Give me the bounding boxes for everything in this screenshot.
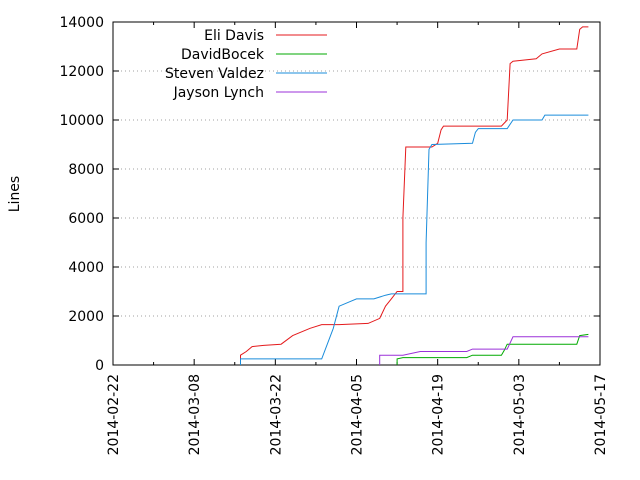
x-tick-label: 2014-03-22 — [268, 374, 284, 455]
series-line-3 — [379, 336, 589, 365]
grid-lines — [113, 70, 600, 317]
series-line-1 — [396, 333, 589, 365]
legend: Eli Davis DavidBocek Steven Valdez Jayson L… — [165, 28, 327, 101]
x-tick-label: 2014-05-17 — [593, 374, 609, 455]
legend-label: Jayson Lynch — [173, 85, 264, 101]
legend-label: Steven Valdez — [165, 66, 264, 82]
x-tick-label: 2014-04-19 — [431, 374, 447, 455]
legend-label: DavidBocek — [181, 47, 265, 63]
x-tick-label: 2014-02-22 — [106, 374, 122, 455]
y-tick-label: 6000 — [68, 211, 104, 227]
series-line-2 — [240, 114, 589, 365]
series-lines — [240, 26, 589, 365]
x-tick-label: 2014-04-05 — [350, 374, 366, 455]
y-tick-label: 14000 — [59, 15, 104, 31]
y-tick-label: 12000 — [59, 64, 104, 80]
y-tick-label: 8000 — [68, 162, 104, 178]
axis-ticks: 0 2000 4000 6000 8000 10000 12000 14000 2014-02-… — [59, 15, 609, 455]
y-tick-label: 4000 — [68, 260, 104, 276]
y-axis-title: Lines — [7, 176, 23, 212]
series-line-0 — [240, 26, 589, 365]
x-tick-label: 2014-05-03 — [512, 374, 528, 455]
x-tick-label: 2014-03-08 — [187, 374, 203, 455]
y-tick-label: 0 — [95, 358, 104, 374]
y-tick-label: 10000 — [59, 113, 104, 129]
y-tick-label: 2000 — [68, 309, 104, 325]
legend-label: Eli Davis — [204, 28, 264, 44]
